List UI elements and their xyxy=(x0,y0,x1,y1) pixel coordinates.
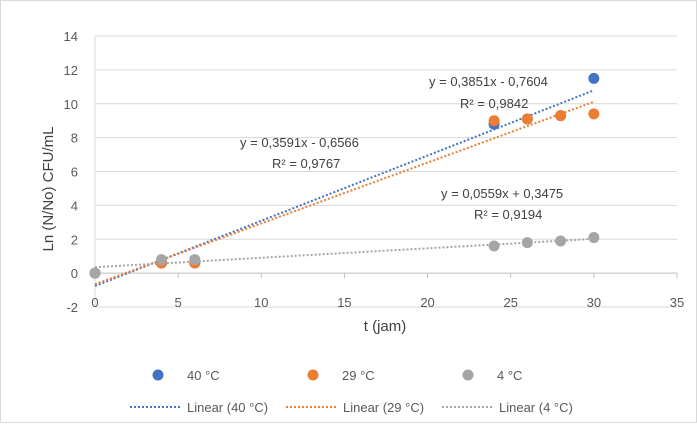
x-tick-label: 0 xyxy=(91,295,98,310)
trendlines xyxy=(94,89,595,287)
legend: 40 °C 29 °C 4 °C Linear (40 °C) Linear (… xyxy=(130,368,573,415)
y-tick-label: -2 xyxy=(66,300,78,315)
gridlines xyxy=(95,35,677,308)
trend-equation-29c: y = 0,3591x - 0,6566 xyxy=(240,135,359,150)
trend-r2-4c: R² = 0,9194 xyxy=(474,207,542,222)
y-tick-label: 10 xyxy=(64,97,78,112)
x-tick-label: 15 xyxy=(337,295,351,310)
x-tick-label: 10 xyxy=(254,295,268,310)
trend-r2-29c: R² = 0,9767 xyxy=(272,156,340,171)
y-tick-label: 8 xyxy=(71,131,78,146)
y-tick-label: 6 xyxy=(71,165,78,180)
x-axis-title: t (jam) xyxy=(364,318,407,335)
data-point-series-2 xyxy=(521,237,533,249)
trendline-1 xyxy=(94,100,595,286)
data-point-series-1 xyxy=(588,108,600,120)
x-tick-label: 35 xyxy=(670,295,684,310)
data-point-series-2 xyxy=(156,254,168,266)
legend-label-linear-29c: Linear (29 °C) xyxy=(343,400,424,415)
legend-marker-40c xyxy=(152,369,164,381)
data-point-series-2 xyxy=(89,267,101,279)
data-point-series-2 xyxy=(555,235,567,247)
data-point-series-2 xyxy=(488,240,500,252)
data-point-series-1 xyxy=(488,115,500,127)
x-tick-label: 25 xyxy=(503,295,517,310)
x-tick-label: 30 xyxy=(587,295,601,310)
data-points xyxy=(89,72,600,279)
data-point-series-2 xyxy=(189,254,201,266)
legend-marker-29c xyxy=(307,369,319,381)
y-tick-label: 4 xyxy=(71,198,78,213)
axes: -2 0 2 4 6 8 10 12 14 0 5 10 15 20 25 30 35 xyxy=(64,29,685,315)
trend-equation-40c: y = 0,3851x - 0,7604 xyxy=(429,74,548,89)
y-axis-title: Ln (N/No) CFU/mL xyxy=(40,126,57,251)
legend-marker-4c xyxy=(462,369,474,381)
x-tick-label: 20 xyxy=(420,295,434,310)
data-point-series-1 xyxy=(521,113,533,125)
y-tick-label: 14 xyxy=(64,29,78,44)
legend-label-40c: 40 °C xyxy=(187,368,220,383)
trend-equation-4c: y = 0,0559x + 0,3475 xyxy=(441,186,563,201)
data-point-series-2 xyxy=(588,232,600,244)
legend-label-4c: 4 °C xyxy=(497,368,522,383)
legend-label-linear-40c: Linear (40 °C) xyxy=(187,400,268,415)
legend-label-29c: 29 °C xyxy=(342,368,375,383)
data-point-series-0 xyxy=(588,72,600,84)
trend-r2-40c: R² = 0,9842 xyxy=(460,96,528,111)
y-tick-label: 0 xyxy=(71,266,78,281)
x-tick-label: 5 xyxy=(175,295,182,310)
y-tick-label: 2 xyxy=(71,232,78,247)
y-tick-label: 12 xyxy=(64,63,78,78)
legend-label-linear-4c: Linear (4 °C) xyxy=(499,400,573,415)
data-point-series-1 xyxy=(555,110,567,122)
trendline-2 xyxy=(94,237,594,269)
